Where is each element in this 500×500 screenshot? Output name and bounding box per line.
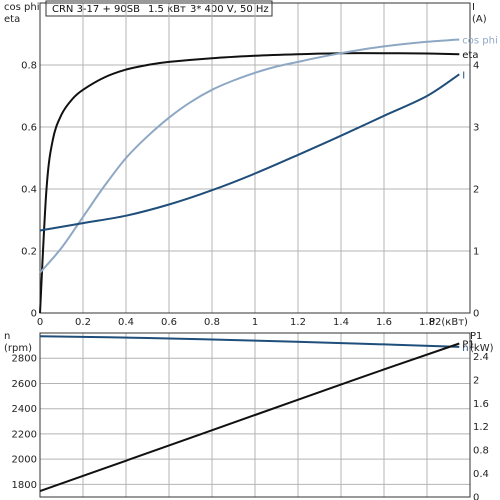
top-left-axis-label-1: cos phi [4,2,39,13]
x-tick-label: 0.6 [161,317,177,328]
bottom-left-axis-label-1: n [4,331,10,342]
top-right-tick-label: 3 [473,123,479,134]
series-label-i: I [462,70,465,81]
series-label-cos-phi: cos phi [462,36,497,47]
top-left-tick-label: 0.4 [21,185,37,196]
bottom-left-tick-label: 2000 [12,455,37,466]
bottom-right-tick-label: 1.2 [473,422,489,433]
series-line-n [39,335,460,348]
bottom-plot-frame [39,332,471,498]
bottom-left-tick-label: 2600 [12,379,37,390]
top-right-tick-label: 0 [473,309,479,320]
bottom-left-tick-label: 2800 [12,354,37,365]
x-tick-label: 1.4 [333,317,349,328]
x-tick-label: 1.2 [290,317,306,328]
bottom-left-tick-label: 1800 [12,480,37,491]
top-left-tick-label: 0 [31,309,37,320]
x-tick-label: 1 [252,317,258,328]
bottom-right-axis-label-2: (kW) [470,343,494,354]
bottom-right-tick-label: 2.4 [473,352,489,363]
top-left-axis-label-2: eta [4,14,20,25]
x-tick-label: 0.4 [118,317,134,328]
x-tick-label: 1.8 [419,317,435,328]
top-right-tick-label: 1 [473,247,479,258]
series-line-cos-phi [39,38,460,274]
x-tick-label: 1.6 [376,317,392,328]
bottom-right-tick-label: 0 [473,493,479,500]
bottom-right-axis-label-1: P1 [470,331,482,342]
top-plot-frame [39,2,471,314]
x-tick-label: 0.8 [204,317,220,328]
top-x-axis-label: P2(кВт) [429,317,468,328]
x-tick-label: 0.2 [75,317,91,328]
bottom-left-tick-label: 2200 [12,429,37,440]
series-label-n: n [462,343,468,354]
bottom-right-tick-label: 0.4 [473,469,489,480]
top-left-tick-label: 0.6 [21,123,37,134]
top-right-tick-label: 4 [473,61,479,72]
title-supply: 3* 400 V, 50 Hz [190,4,269,15]
top-left-tick-label: 0.8 [21,61,37,72]
series-line-i [39,73,460,232]
top-left-tick-label: 0.2 [21,247,37,258]
series-label-p1: P1 [462,340,474,351]
title-power: 1.5 кВт [148,4,186,15]
series-line-p1 [39,342,460,493]
chart-dynamic-layer: 0 0.2 0.4 0.6 0.8 1 1.2 1.4 1.6 1.8 0 0.2 0.4 0.6 0.8 0… [12,2,498,500]
bottom-left-axis-label-2: (rpm) [4,343,32,354]
x-tick-label: 0 [37,317,43,328]
title-model: CRN 3-17 + 90SB [52,4,140,15]
series-line-eta [39,52,460,314]
bottom-left-tick-label: 2400 [12,404,37,415]
top-right-tick-label: 2 [473,185,479,196]
top-right-axis-label-1: I [472,2,475,13]
bottom-right-tick-label: 2 [473,375,479,386]
top-right-axis-label-2: (A) [472,14,487,25]
title-box [45,0,273,17]
series-label-eta: eta [462,50,478,61]
bottom-right-tick-label: 0.8 [473,446,489,457]
bottom-right-tick-label: 1.6 [473,399,489,410]
